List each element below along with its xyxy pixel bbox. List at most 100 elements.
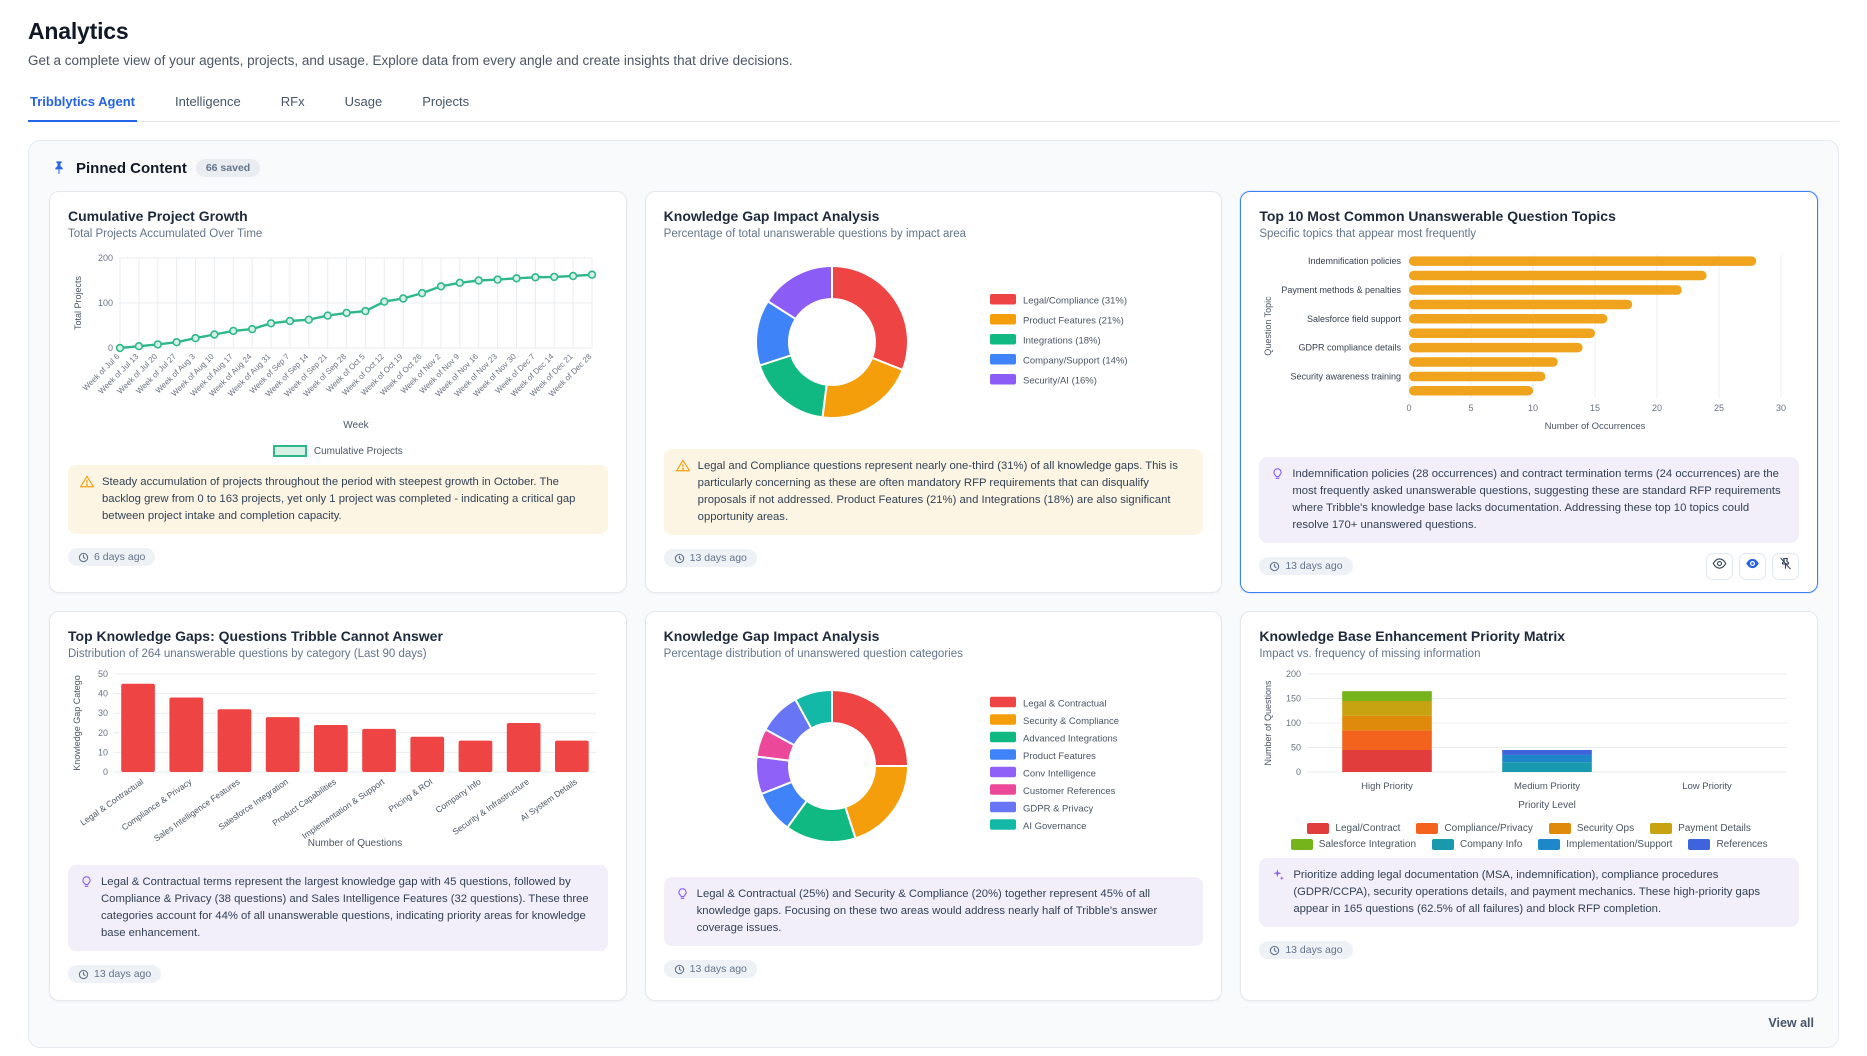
svg-text:High Priority: High Priority [1361, 781, 1413, 792]
insight-box: Legal and Compliance questions represent… [663, 449, 1204, 535]
svg-text:50: 50 [98, 669, 108, 679]
unpin-button[interactable] [1772, 552, 1799, 580]
svg-text:15: 15 [1590, 403, 1600, 413]
tab-rfx[interactable]: RFx [280, 94, 305, 109]
svg-text:30: 30 [1776, 403, 1786, 413]
card-footer: 13 days ago [68, 961, 608, 988]
donut-chart: Legal/Compliance (31%) Product Features (… [664, 248, 1204, 441]
svg-text:30: 30 [98, 708, 108, 718]
legend-item: Salesforce Integration [1290, 838, 1416, 850]
eye-icon [1712, 556, 1727, 576]
eye-button[interactable] [1706, 552, 1733, 580]
blue-eye-icon [1745, 556, 1760, 576]
svg-text:Security/AI (16%): Security/AI (16%) [1023, 376, 1097, 387]
pinned-card-knowledge-gap-impact-analysis[interactable]: Knowledge Gap Impact Analysis Percentage … [644, 191, 1223, 593]
svg-text:Sales Intelligence Features: Sales Intelligence Features [152, 776, 242, 843]
svg-text:40: 40 [98, 688, 108, 698]
clock-icon [78, 969, 89, 980]
svg-text:Number of Questions: Number of Questions [308, 838, 403, 849]
legend-item: Legal/Contract [1307, 822, 1400, 834]
insight-box: Legal & Contractual (25%) and Security &… [663, 876, 1204, 946]
svg-text:Legal/Compliance (31%): Legal/Compliance (31%) [1023, 296, 1127, 307]
svg-text:Number of Occurrences: Number of Occurrences [1545, 421, 1646, 432]
saved-count-badge: 66 saved [195, 159, 261, 177]
page-subtitle: Get a complete view of your agents, proj… [28, 53, 793, 68]
pinned-content-section: Pinned Content 66 saved Cumulative Proje… [28, 140, 1839, 1048]
insight-box: Legal & Contractual terms represent the … [68, 864, 608, 951]
svg-text:Company/Support (14%): Company/Support (14%) [1023, 356, 1128, 367]
pinned-card-top-knowledge-gaps-questions-tribble-cannot-answer[interactable]: Top Knowledge Gaps: Questions Tribble Ca… [49, 610, 627, 1001]
card-footer: 13 days ago [1259, 937, 1799, 964]
card-title: Top Knowledge Gaps: Questions Tribble Ca… [68, 627, 443, 644]
svg-text:Payment methods & penalties: Payment methods & penalties [1282, 285, 1402, 295]
svg-text:0: 0 [1407, 403, 1412, 413]
tab-projects[interactable]: Projects [422, 94, 470, 109]
warning-icon [80, 475, 94, 525]
timestamp-badge: 6 days ago [68, 548, 156, 567]
timestamp-badge: 13 days ago [1259, 941, 1353, 960]
card-subtitle: Impact vs. frequency of missing informat… [1259, 647, 1481, 660]
card-footer: 13 days ago [663, 956, 1204, 983]
chart-legend: Cumulative Projects [68, 445, 608, 457]
svg-text:Priority Level: Priority Level [1518, 800, 1576, 811]
svg-text:100: 100 [1286, 718, 1301, 728]
svg-text:0: 0 [103, 767, 108, 777]
svg-text:200: 200 [1286, 669, 1301, 679]
view-all-row: View all [29, 1001, 1838, 1047]
card-subtitle: Specific topics that appear most frequen… [1259, 228, 1477, 240]
warning-icon [675, 459, 690, 526]
card-title: Top 10 Most Common Unanswerable Question… [1259, 208, 1616, 224]
clock-icon [674, 964, 685, 975]
insight-text: Prioritize adding legal documentation (M… [1293, 868, 1761, 915]
timestamp-badge: 13 days ago [68, 965, 162, 983]
svg-text:100: 100 [98, 298, 113, 308]
tab-intelligence[interactable]: Intelligence [174, 94, 241, 109]
card-footer: 13 days ago [1259, 552, 1799, 580]
svg-text:Integrations (18%): Integrations (18%) [1023, 336, 1101, 347]
svg-text:GDPR compliance details: GDPR compliance details [1299, 343, 1402, 353]
view-all-link[interactable]: View all [1768, 1015, 1814, 1030]
tab-bar: Tribblytics Agent Intelligence RFx Usage Pro… [28, 86, 1839, 122]
pinned-card-top-10-most-common-unanswerable-question-topics[interactable]: Top 10 Most Common Unanswerable Question… [1240, 191, 1818, 593]
lightbulb-icon [1271, 467, 1284, 534]
page-title: Analytics [28, 18, 129, 44]
pinned-content-header: Pinned Content 66 saved [29, 159, 1838, 177]
insight-text: Steady accumulation of projects througho… [102, 476, 576, 522]
svg-text:Security awareness training: Security awareness training [1291, 371, 1402, 381]
card-subtitle: Percentage of total unanswerable questio… [663, 228, 967, 240]
svg-text:10: 10 [98, 747, 108, 757]
tab-tribblytics-agent[interactable]: Tribblytics Agent [28, 86, 137, 122]
sparkles-icon [1271, 868, 1285, 918]
clock-icon [1269, 945, 1280, 956]
timestamp-badge: 13 days ago [1259, 557, 1353, 576]
card-title: Knowledge Gap Impact Analysis [663, 208, 880, 224]
tab-usage[interactable]: Usage [344, 94, 383, 109]
card-actions [1706, 552, 1799, 580]
card-title: Knowledge Gap Impact Analysis [663, 627, 880, 644]
pinned-card-knowledge-gap-impact-analysis[interactable]: Knowledge Gap Impact Analysis Percentage … [644, 610, 1223, 1001]
svg-text:Legal & Contractual: Legal & Contractual [1023, 698, 1106, 709]
clock-icon [1269, 561, 1280, 572]
pinned-card-cumulative-project-growth[interactable]: Cumulative Project Growth Total Projects … [49, 191, 627, 593]
svg-text:Company Info: Company Info [434, 776, 483, 815]
card-subtitle: Total Projects Accumulated Over Time [68, 228, 263, 240]
svg-text:Total Projects: Total Projects [73, 275, 83, 330]
svg-text:Salesforce field support: Salesforce field support [1307, 314, 1402, 324]
lightbulb-icon [80, 875, 93, 942]
insight-box: Prioritize adding legal documentation (M… [1259, 857, 1799, 927]
svg-text:0: 0 [1296, 767, 1301, 777]
legend-item: Security Ops [1548, 822, 1634, 834]
svg-text:AI Governance: AI Governance [1023, 821, 1086, 832]
card-title: Cumulative Project Growth [68, 208, 248, 224]
insight-box: Steady accumulation of projects througho… [68, 465, 608, 534]
legend-item: Implementation/Support [1538, 838, 1672, 850]
pinned-card-knowledge-base-enhancement-priority-matrix[interactable]: Knowledge Base Enhancement Priority Matr… [1240, 610, 1818, 1001]
svg-text:Week: Week [343, 420, 369, 431]
legend-item: References [1688, 838, 1768, 850]
svg-text:Advanced Integrations: Advanced Integrations [1023, 733, 1118, 744]
svg-text:Implementation & Support: Implementation & Support [300, 776, 387, 841]
unpin-icon [1778, 556, 1793, 576]
svg-text:Pricing & ROI: Pricing & ROI [387, 776, 435, 814]
blue-eye-button[interactable] [1739, 552, 1766, 580]
